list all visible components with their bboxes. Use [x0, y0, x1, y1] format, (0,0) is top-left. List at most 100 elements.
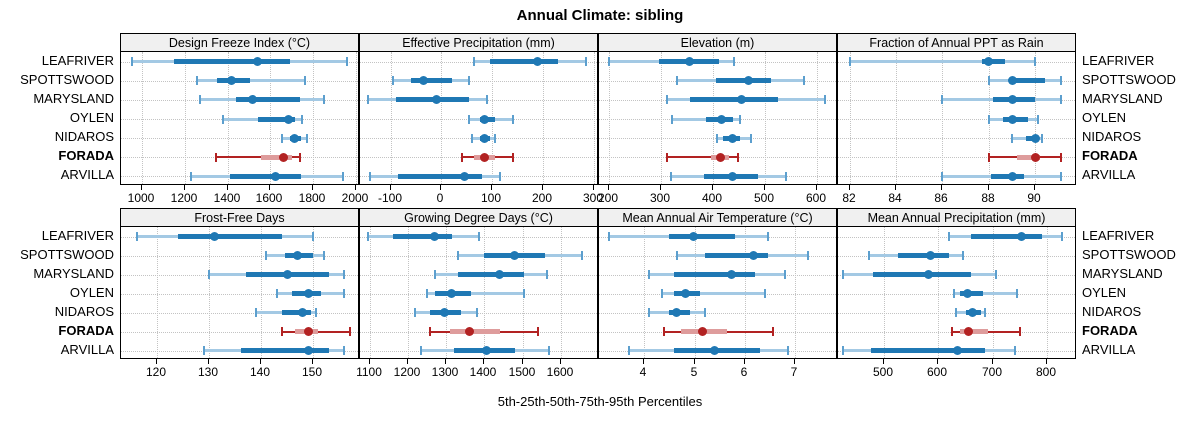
grid-line-vertical	[157, 227, 158, 358]
grid-line-vertical	[356, 52, 357, 184]
grid-line-vertical	[209, 227, 210, 358]
whisker-cap-arvilla	[203, 346, 206, 355]
grid-line-horizontal	[121, 332, 358, 333]
whisker-cap-forada	[299, 152, 302, 162]
axis-tick-label: 130	[197, 365, 219, 379]
row-label-left-oylen: OYLEN	[69, 110, 114, 125]
axis-tick	[941, 185, 942, 190]
whisker-cap-nidaros	[716, 133, 719, 143]
whisker-cap-marysland	[366, 95, 369, 105]
panel-plot	[359, 226, 598, 359]
whisker-cap-arvilla	[498, 171, 501, 181]
median-dot-spottswood	[509, 251, 519, 260]
axis-tick-label: 800	[1035, 365, 1057, 379]
axis-tick-label: 1000	[127, 191, 155, 205]
panel-plot	[120, 226, 359, 359]
whisker-cap-spottswood	[675, 251, 678, 260]
axis-tick	[660, 185, 661, 190]
axis-tick	[608, 185, 609, 190]
grid-line-vertical	[370, 227, 371, 358]
axis-tick	[794, 359, 795, 364]
whisker-cap-oylen	[987, 114, 990, 124]
grid-line-vertical	[942, 52, 943, 184]
grid-line-horizontal	[360, 81, 597, 82]
grid-line-horizontal	[838, 138, 1075, 139]
median-dot-marysland	[495, 270, 505, 279]
grid-line-vertical	[313, 52, 314, 184]
range-25-75-arvilla	[991, 173, 1024, 179]
median-dot-leafriver	[533, 57, 543, 67]
median-dot-arvilla	[481, 346, 491, 355]
axis-tick-label: 100	[480, 191, 502, 205]
median-dot-marysland	[1007, 95, 1017, 105]
range-25-75-marysland	[689, 97, 779, 103]
axis-tick	[849, 185, 850, 190]
whisker-cap-oylen	[952, 289, 955, 298]
row-label-left-forada: FORADA	[58, 323, 114, 338]
whisker-cap-oylen	[275, 289, 278, 298]
whisker-cap-oylen	[468, 114, 471, 124]
axis-tick-label: 1600	[255, 191, 283, 205]
median-dot-forada	[465, 327, 475, 336]
axis-tick	[312, 359, 313, 364]
axis-tick-label: 2000	[341, 191, 369, 205]
whisker-cap-leafriver	[130, 57, 133, 67]
whisker-cap-forada	[1018, 327, 1021, 336]
axis-tick	[883, 359, 884, 364]
whisker-cap-oylen	[511, 114, 514, 124]
panel-strip: Mean Annual Precipitation (mm)	[837, 208, 1076, 226]
median-dot-oylen	[681, 289, 691, 298]
median-dot-marysland	[431, 95, 441, 105]
median-dot-leafriver	[430, 232, 440, 241]
grid-line-vertical	[594, 52, 595, 184]
range-25-75-forada	[1016, 154, 1040, 160]
grid-line-vertical	[441, 52, 442, 184]
whisker-cap-marysland	[665, 95, 668, 105]
whisker-cap-marysland	[842, 270, 845, 279]
whisker-cap-oylen	[660, 289, 663, 298]
row-label-right-oylen: OYLEN	[1082, 110, 1127, 125]
whisker-cap-leafriver	[848, 57, 851, 67]
whisker-cap-spottswood	[392, 76, 395, 86]
panel-strip: Effective Precipitation (mm)	[359, 33, 598, 51]
median-dot-spottswood	[227, 76, 237, 86]
axis-tick	[208, 359, 209, 364]
whisker-cap-forada	[214, 152, 217, 162]
median-dot-forada	[1030, 152, 1040, 162]
whisker-cap-arvilla	[190, 171, 193, 181]
whisker-cap-arvilla	[341, 171, 344, 181]
axis-tick	[694, 359, 695, 364]
median-dot-spottswood	[419, 76, 429, 86]
row-label-left-leafriver: LEAFRIVER	[41, 228, 114, 243]
grid-line-horizontal	[838, 81, 1075, 82]
grid-line-vertical	[609, 52, 610, 184]
range-25-75-leafriver	[174, 59, 290, 65]
median-dot-leafriver	[984, 57, 994, 67]
range-25-75-marysland	[873, 272, 972, 277]
panel-plot	[359, 51, 598, 185]
range-5-95-leafriver	[849, 60, 1036, 64]
grid-line-vertical	[543, 52, 544, 184]
axis-tick-label: 6	[740, 365, 748, 379]
axis-tick-label: 0	[436, 191, 444, 205]
row-label-right-leafriver: LEAFRIVER	[1082, 228, 1155, 243]
grid-line-vertical	[644, 227, 645, 358]
median-dot-nidaros	[480, 133, 490, 143]
axis-tick-label: 1600	[546, 365, 574, 379]
median-dot-oylen	[447, 289, 457, 298]
whisker-cap-spottswood	[806, 251, 809, 260]
axis-tick	[764, 185, 765, 190]
median-dot-oylen	[284, 114, 293, 124]
axis-tick-label: 1200	[170, 191, 198, 205]
range-5-95-forada	[666, 156, 739, 159]
whisker-cap-nidaros	[1011, 133, 1014, 143]
median-dot-arvilla	[1007, 171, 1017, 181]
grid-line-vertical	[391, 52, 392, 184]
median-dot-forada	[715, 152, 725, 162]
whisker-cap-oylen	[425, 289, 428, 298]
whisker-cap-arvilla	[420, 346, 423, 355]
row-label-left-nidaros: NIDAROS	[54, 304, 114, 319]
whisker-cap-spottswood	[803, 76, 806, 86]
grid-line-vertical	[817, 52, 818, 184]
whisker-cap-spottswood	[987, 76, 990, 86]
